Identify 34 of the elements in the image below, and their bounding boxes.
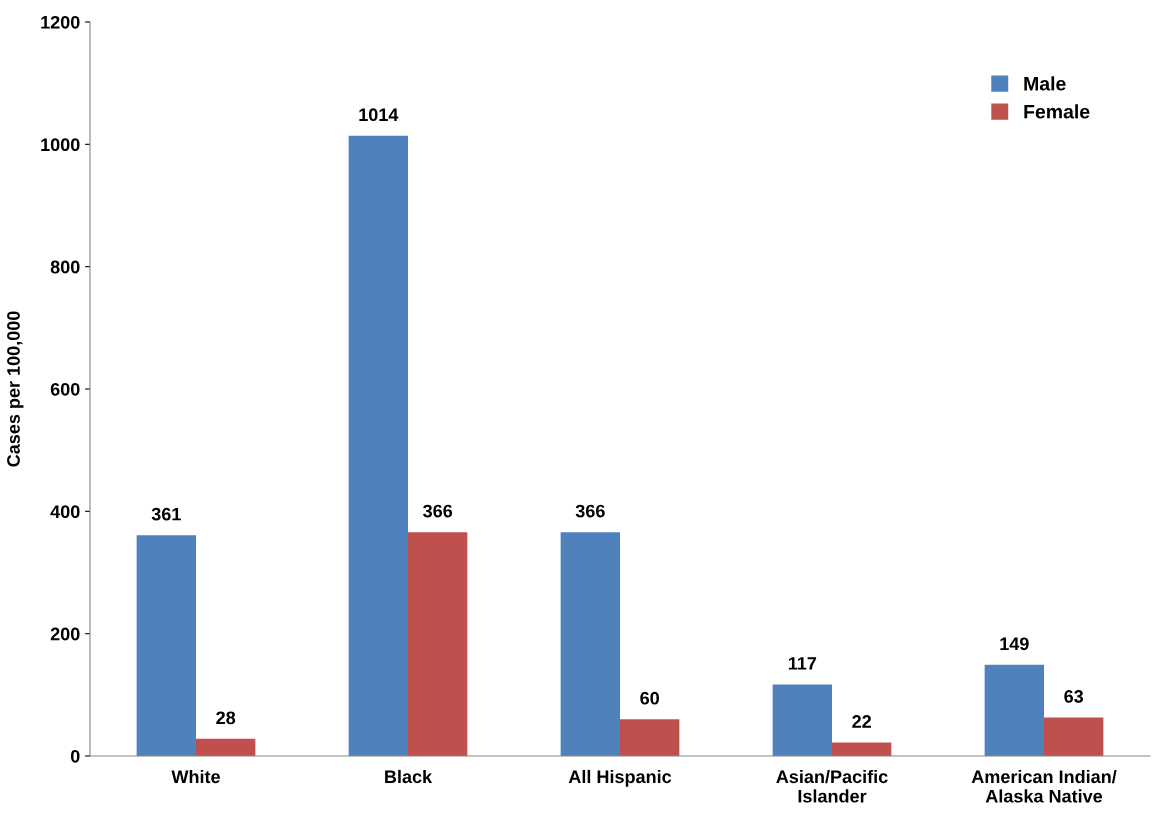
bar [1044, 717, 1104, 756]
y-tick-label: 1000 [41, 138, 80, 152]
x-tick-label: All Hispanic [568, 769, 672, 787]
bar [348, 135, 408, 756]
y-tick-label: 0 [70, 749, 80, 763]
legend-label: Female [1024, 104, 1090, 119]
data-label: 28 [216, 711, 236, 725]
x-tick-label: White [171, 769, 220, 784]
y-tick-label: 1200 [41, 15, 80, 29]
bar [620, 719, 680, 756]
y-tick-label: 600 [50, 382, 80, 396]
data-label: 60 [640, 691, 659, 705]
data-label: 361 [151, 507, 181, 521]
data-label: 1014 [359, 108, 399, 122]
bar [772, 684, 832, 756]
data-label: 366 [575, 504, 605, 518]
bar [984, 664, 1044, 756]
y-tick-label: 200 [50, 627, 80, 641]
y-tick-label: 400 [50, 505, 80, 519]
x-tick-label: Black [385, 769, 433, 784]
bar [560, 532, 620, 756]
y-axis-title: Cases per 100,000 [7, 311, 24, 467]
bar [408, 532, 468, 756]
data-label: 117 [788, 657, 817, 670]
bar [136, 535, 196, 756]
bar [196, 738, 256, 756]
y-tick-label: 800 [50, 260, 80, 274]
x-tick-label: Asian/Pacific Islander [776, 769, 888, 803]
data-label: 63 [1064, 690, 1084, 703]
legend-label: Male [1024, 76, 1066, 91]
data-label: 22 [852, 715, 871, 728]
data-label: 366 [423, 504, 453, 518]
data-label: 149 [1000, 637, 1029, 651]
x-tick-label: American Indian/ Alaska Native [971, 769, 1117, 803]
